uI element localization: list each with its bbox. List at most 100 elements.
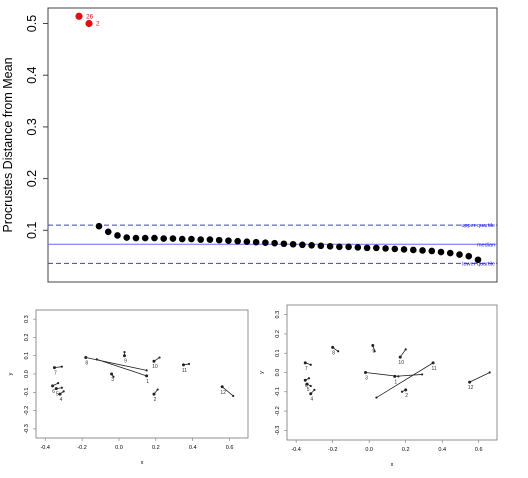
x-tick-label: 0.4 [438,447,446,453]
landmark-point [145,374,149,378]
y-tick-label: 0.2 [24,334,30,342]
data-point [382,245,389,252]
landmark-point [331,345,335,349]
y-tick-label: 0.0 [24,370,30,378]
landmark-point [309,392,313,396]
landmark-label: 5 [307,387,310,393]
landmark-label: 7 [54,371,57,377]
y-tick-label: -0.1 [24,388,30,397]
landmark-label: 4 [310,397,313,403]
landmark-label: 6 [305,383,308,389]
outlier-label: 26 [86,13,94,20]
y-tick-label: 0.5 [25,15,39,32]
y-tick-label: -0.2 [275,406,281,415]
data-point [197,236,204,243]
landmark-specimen-point [123,350,126,354]
landmark-label: 2 [405,393,408,399]
data-point [373,244,380,252]
y-tick-label: -0.3 [24,424,30,433]
landmark-point [371,344,375,347]
data-point [206,236,214,243]
landmark-vector [399,349,407,358]
landmark-label: 10 [398,360,404,366]
landmark-point [431,361,435,365]
data-point [409,246,417,254]
x-tick-label: 0.2 [402,447,410,453]
landmark-label: 7 [305,366,308,372]
main-plot: 0.1 0.2 0.3 0.4 0.5 Procrustes Distance from … [1,7,498,283]
data-point [262,239,269,247]
landmark-vector [96,358,147,377]
landmark-specimen-point [95,358,98,361]
x-tick-label: 0.4 [189,445,197,451]
data-point [354,244,362,251]
landmark-label: 1 [394,379,397,385]
landmark-specimen-point [375,396,378,399]
landmark-specimen-point [156,388,159,391]
data-point [308,241,315,249]
landmark-label: 12 [220,390,226,396]
data-point [225,237,232,244]
data-point [252,238,260,246]
reference-line-label: lower quartile [462,261,495,267]
landmark-label: 1 [146,379,149,385]
data-point [437,248,445,256]
data-point [95,222,103,230]
x-tick-label: -0.4 [291,447,300,453]
landmark-label: 11 [182,368,187,374]
x-tick-label: -0.4 [40,445,49,451]
y-tick-label: 0.2 [25,170,39,187]
data-point [391,245,399,253]
data-point [299,241,306,249]
data-point [178,235,186,243]
landmark-label: 6 [52,389,55,395]
landmark-vector [469,372,490,383]
data-point [428,247,436,255]
landmark-plot-2: -0.4 -0.2 0.0 0.2 0.4 0.6 -0.3 -0.2 -0.1 0.0 0.1 0.… [259,304,498,468]
landmark-label: 8 [85,361,88,367]
data-point [271,239,278,247]
x-axis-label: x [391,462,394,468]
landmark-vector [221,386,234,397]
x-tick-label: -0.2 [77,445,86,451]
y-tick-label: 0.4 [25,66,39,83]
landmark-label: 5 [56,392,59,398]
landmark-label: 3 [365,376,368,382]
data-point [289,240,297,248]
y-tick-label: 0.3 [275,311,281,319]
y-tick-label: -0.3 [275,426,281,435]
x-tick-label: 0.6 [226,445,234,451]
outlier-label: 2 [96,21,100,28]
outlier-point [75,12,83,20]
landmark-label: 8 [332,350,335,356]
landmark-vector [394,374,423,377]
data-point [151,234,158,242]
landmark-specimen-point [62,390,65,393]
landmark-specimen-point [232,394,235,398]
landmark-vector [85,357,147,371]
landmark-specimen-point [309,384,312,388]
landmark-point [303,361,307,365]
landmark-point [398,355,402,359]
landmark-label: 4 [60,397,63,403]
y-tick-label: -0.2 [24,406,30,415]
landmark-point [54,387,58,391]
data-point [456,251,463,258]
y-axis-label: y [259,371,265,374]
landmark-point [181,363,185,367]
landmark-specimen-point [187,362,191,366]
landmark-label: 2 [154,397,157,403]
data-point [317,242,325,250]
landmark-specimen-point [400,390,404,393]
data-point [419,247,426,254]
landmark-specimen-point [421,373,424,376]
data-point [280,240,288,248]
landmark-specimen-point [309,363,312,366]
y-tick-label: 0.0 [275,369,281,377]
data-point [474,256,482,264]
data-point [123,234,131,241]
landmark-point [220,385,224,389]
reference-line-label: upper quartile [461,223,495,229]
data-point [141,234,149,242]
x-tick-label: -0.2 [328,447,337,453]
